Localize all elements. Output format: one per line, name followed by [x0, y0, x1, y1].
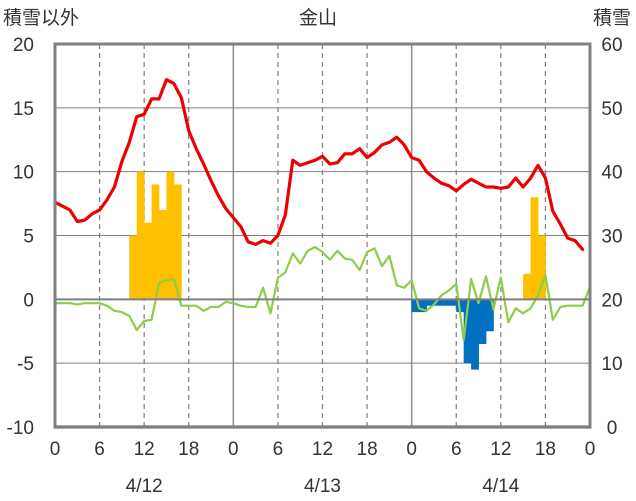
left-tick-label: -5: [17, 354, 34, 375]
x-hour-label: 12: [134, 439, 155, 460]
positive-bar: [159, 209, 167, 300]
left-tick-label: 20: [13, 35, 34, 56]
x-date-label: 4/14: [482, 476, 519, 497]
right-tick-label: 50: [601, 99, 622, 120]
x-hour-label: 18: [357, 439, 378, 460]
right-tick-label: 20: [601, 290, 622, 311]
chart-title: 金山: [299, 7, 337, 29]
positive-bar: [537, 235, 546, 300]
green-line: [53, 245, 592, 342]
x-hour-label: 18: [178, 439, 199, 460]
positive-bar: [166, 171, 175, 300]
x-hour-label: 6: [451, 439, 462, 460]
negative-bar: [411, 299, 420, 313]
right-tick-label: 0: [607, 418, 618, 439]
negative-bar: [441, 299, 450, 306]
x-hour-label: 12: [490, 439, 511, 460]
x-hour-label: 0: [228, 439, 239, 460]
right-tick-label: 10: [601, 354, 622, 375]
negative-bar: [471, 299, 479, 370]
positive-bar: [530, 197, 539, 300]
x-date-label: 4/13: [304, 476, 341, 497]
left-tick-label: 15: [13, 99, 34, 120]
x-hour-label: 18: [535, 439, 556, 460]
left-tick-label: 10: [13, 163, 34, 184]
plot-border: [53, 42, 592, 429]
x-date-label: 4/12: [126, 476, 163, 497]
positive-bar: [144, 222, 152, 300]
negative-bar: [433, 299, 442, 306]
negative-bar: [463, 299, 472, 364]
positive-bar: [523, 273, 531, 300]
left-axis-label: 積雪以外: [3, 7, 79, 29]
negative-bar: [485, 299, 494, 332]
left-tick-label: 0: [23, 290, 34, 311]
plot-frame: [53, 42, 592, 429]
positive-bar: [151, 184, 160, 300]
negative-bar: [426, 299, 435, 306]
temperature-line: [53, 78, 585, 252]
x-hour-label: 6: [273, 439, 284, 460]
x-hour-label: 0: [50, 439, 61, 460]
negative-bar: [478, 299, 487, 345]
x-hour-label: 0: [585, 439, 596, 460]
x-hour-label: 12: [312, 439, 333, 460]
right-axis-label: 積雪: [593, 7, 631, 29]
negative-bar: [419, 299, 427, 313]
x-hour-label: 0: [406, 439, 417, 460]
bar-series: [129, 171, 546, 370]
right-tick-label: 60: [601, 35, 622, 56]
left-tick-label: 5: [23, 227, 34, 248]
positive-bar: [136, 171, 145, 300]
right-tick-label: 30: [601, 227, 622, 248]
positive-bar: [173, 184, 182, 300]
x-hour-label: 6: [94, 439, 105, 460]
negative-bar: [448, 299, 457, 306]
right-tick-label: 40: [601, 163, 622, 184]
positive-bar: [129, 235, 138, 300]
left-tick-label: -10: [7, 418, 34, 439]
